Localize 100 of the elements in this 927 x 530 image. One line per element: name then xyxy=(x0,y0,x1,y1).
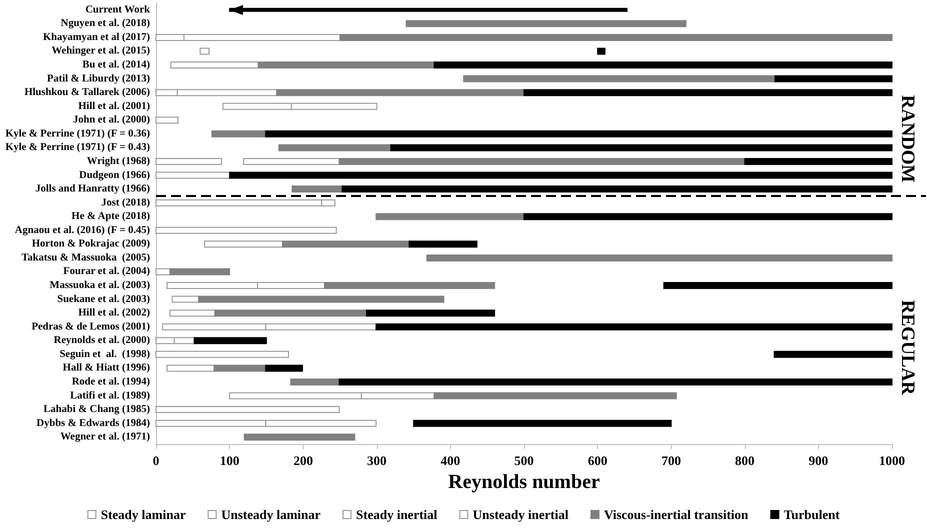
x-tick-label: 1000 xyxy=(879,453,905,468)
y-tick-label: Latifi et al. (1989) xyxy=(70,390,150,402)
y-tick-label: Reynolds et al. (2000) xyxy=(54,335,150,346)
bar xyxy=(169,310,216,317)
bar xyxy=(663,282,892,290)
y-tick-label: Bu et al. (2014) xyxy=(82,60,150,71)
y-tick-label: Nguyen et al. (2018) xyxy=(60,18,150,30)
y-tick-label: Kyle & Perrine (1971) (F = 0.36) xyxy=(5,128,150,140)
bar xyxy=(265,130,892,138)
bar xyxy=(338,158,746,165)
bar xyxy=(278,144,392,152)
y-tick-label: Current Work xyxy=(85,4,150,16)
y-tick-label: Massuoka et al. (2003) xyxy=(50,280,150,292)
y-tick-label: Hlushkou & Tallarek (2006) xyxy=(24,87,150,98)
x-tick-label: 100 xyxy=(220,453,240,468)
bar xyxy=(214,364,266,372)
y-tick-label: Khayamyan et al (2017) xyxy=(42,32,150,43)
bar xyxy=(338,378,892,386)
x-axis-title: Reynolds number xyxy=(448,471,600,493)
bar xyxy=(200,48,210,55)
bar xyxy=(774,350,892,358)
y-tick-label: Seguin et al. (1998) xyxy=(60,348,150,360)
legend-label: Unsteady laminar xyxy=(221,507,321,522)
text: RANDOM xyxy=(897,95,918,183)
y-tick-label: Fourar et al. (2004) xyxy=(63,266,150,278)
bar xyxy=(166,364,215,372)
bar xyxy=(156,116,179,124)
bar xyxy=(413,420,672,427)
bar xyxy=(282,240,410,248)
x-tick-label: 800 xyxy=(735,453,755,468)
bar xyxy=(434,62,892,69)
bar xyxy=(340,34,892,41)
bar xyxy=(406,20,686,28)
y-tick-label: Dudgeon (1966) xyxy=(79,170,150,181)
x-tick-label: 200 xyxy=(293,453,313,468)
bar xyxy=(744,158,892,165)
y-tick-label: Hall & Hiatt (1996) xyxy=(62,362,150,374)
bar xyxy=(214,310,367,317)
bar xyxy=(258,62,435,69)
bar xyxy=(156,158,222,165)
bar xyxy=(265,364,303,372)
y-tick-label: Takatsu & Massuoka (2005) xyxy=(21,252,150,264)
legend-label: Steady laminar xyxy=(100,507,186,522)
y-tick-label: Pedras & de Lemos (2001) xyxy=(32,321,150,332)
bar xyxy=(170,62,259,69)
y-tick-label: Patil & Liburdy (2013) xyxy=(47,73,150,84)
y-tick-label: Wegner et al. (1971) xyxy=(60,432,150,443)
y-tick-label: Jost (2018) xyxy=(101,197,150,208)
bar xyxy=(204,240,284,248)
x-tick-label: 600 xyxy=(588,453,608,468)
y-tick-label: John et al. (2000) xyxy=(73,114,150,126)
x-tick-label: 400 xyxy=(440,453,460,468)
bar xyxy=(169,268,230,276)
bar xyxy=(434,392,677,400)
y-tick-label: Suekane et al. (2003) xyxy=(57,294,150,305)
x-tick-label: 700 xyxy=(661,453,681,468)
x-tick-label: 0 xyxy=(152,453,160,468)
bar xyxy=(597,48,606,55)
bar xyxy=(156,406,340,414)
bar xyxy=(229,172,892,179)
text: REGULAR xyxy=(897,300,918,396)
legend-label: Viscous-inertial transition xyxy=(604,507,750,522)
bar xyxy=(243,158,340,165)
legend-label: Steady inertial xyxy=(356,507,438,522)
x-tick-label: 300 xyxy=(367,453,387,468)
legend-label: Unsteady inertial xyxy=(472,507,569,522)
y-tick-label: Wehinger et al. (2015) xyxy=(52,46,150,57)
bar xyxy=(172,296,200,303)
y-tick-label: Lahabi & Chang (1985) xyxy=(44,404,150,416)
y-tick-label: Hill et al. (2001) xyxy=(78,100,150,112)
bar xyxy=(211,130,266,138)
y-tick-label: Dybbs & Edwards (1984) xyxy=(36,418,150,429)
y-tick-label: Rode et al. (1994) xyxy=(72,376,150,388)
bar xyxy=(244,434,356,441)
y-tick-label: Horton & Pokrajac (2009) xyxy=(32,238,150,250)
bar xyxy=(156,172,230,179)
bar xyxy=(156,350,289,358)
bar xyxy=(342,186,892,193)
bar xyxy=(198,296,444,303)
bar xyxy=(408,240,478,248)
bar xyxy=(290,378,340,386)
legend-label: Turbulent xyxy=(784,507,840,522)
y-tick-label: Wright (1968) xyxy=(86,156,150,167)
bar xyxy=(324,282,496,290)
bar xyxy=(390,144,892,152)
y-tick-label: Kyle & Perrine (1971) (F = 0.43) xyxy=(5,142,150,154)
y-tick-label: Jolls and Hanratty (1966) xyxy=(35,184,150,195)
bar xyxy=(376,213,524,220)
x-tick-label: 900 xyxy=(808,453,828,468)
y-tick-label: Hill et al. (2002) xyxy=(78,308,150,319)
bar xyxy=(292,186,343,193)
bar xyxy=(524,213,892,220)
bar xyxy=(524,89,892,96)
bar xyxy=(194,337,267,344)
bar xyxy=(376,323,892,330)
x-tick-label: 500 xyxy=(514,453,534,468)
bar xyxy=(463,75,776,82)
y-tick-label: Agnaou et al. (2016) (F = 0.45) xyxy=(14,224,150,236)
bar xyxy=(276,89,524,96)
bar xyxy=(426,254,892,262)
